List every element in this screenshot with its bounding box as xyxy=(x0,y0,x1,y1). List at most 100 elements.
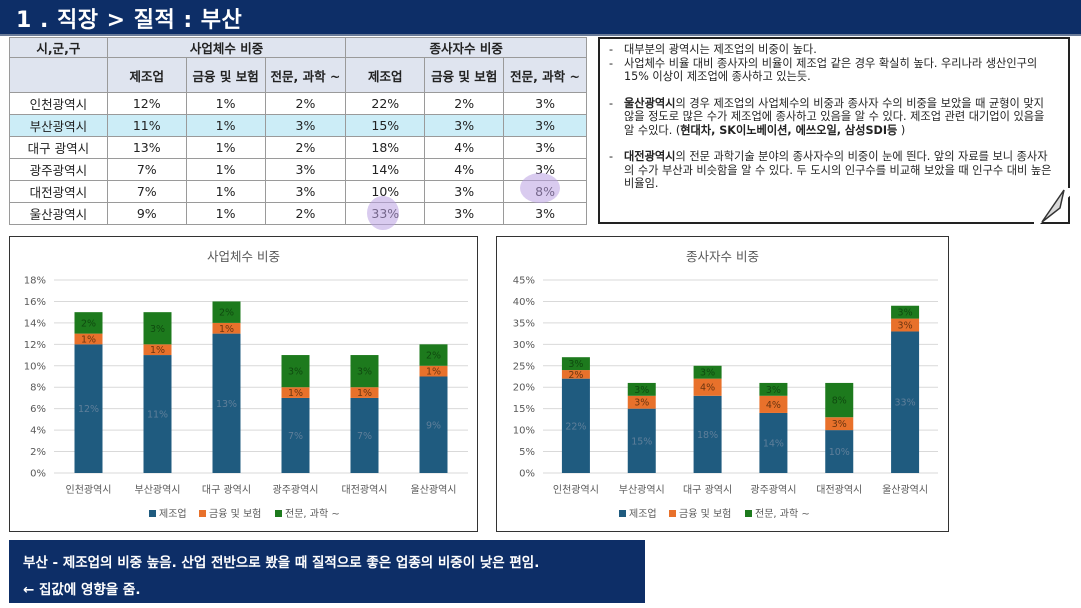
note-bold: 현대차, SK이노베이션, 에쓰오일, 삼성SDI등 xyxy=(680,123,898,137)
data-label: 15% xyxy=(631,436,652,447)
value-cell: 7% xyxy=(106,158,187,181)
data-label: 9% xyxy=(426,420,441,431)
bar-segment xyxy=(74,333,103,345)
y-tick-label: 5% xyxy=(519,447,535,458)
bar-segment xyxy=(759,412,788,473)
data-label: 3% xyxy=(357,367,372,378)
bar-segment xyxy=(693,395,722,473)
value-cell: 3% xyxy=(503,92,587,115)
data-label: 7% xyxy=(288,431,303,442)
notes-box: 대부분의 광역시는 제조업의 비중이 높다. 사업체수 비율 대비 종사자의 비… xyxy=(598,37,1070,224)
note-text: ) xyxy=(897,123,906,137)
value-cell: 15% xyxy=(345,114,426,137)
sub-header: 제조업 xyxy=(345,57,426,93)
x-tick-label: 울산광역시 xyxy=(411,484,457,496)
group-business-header: 사업체수 비중 xyxy=(106,37,347,58)
y-tick-label: 2% xyxy=(30,447,46,458)
data-label: 2% xyxy=(81,318,96,329)
data-label: 4% xyxy=(700,383,715,394)
data-label: 2% xyxy=(426,351,441,362)
bar-segment xyxy=(891,331,920,473)
chart-business-svg: 사업체수 비중 0% 2% 4% 6% 8% 10% 12% 14% 16% 18% 12% 1% 2% 인… xyxy=(24,249,468,520)
legend-swatch xyxy=(619,510,626,517)
bar-segment xyxy=(143,344,172,356)
x-tick-label: 대구 광역시 xyxy=(683,484,732,496)
value-cell: 2% xyxy=(264,136,347,159)
bar-segment xyxy=(627,382,656,396)
sub-header: 제조업 xyxy=(106,57,187,93)
x-tick-label: 대전광역시 xyxy=(816,484,862,496)
table-row: 인천광역시 12% 1% 2% 22% 2% 3% xyxy=(9,92,587,115)
x-tick-label: 울산광역시 xyxy=(882,484,928,496)
value-cell: 3% xyxy=(264,180,347,203)
bar-segment xyxy=(693,365,722,379)
data-label: 18% xyxy=(697,430,718,441)
city-cell: 대구 광역시 xyxy=(9,136,108,159)
y-tick-label: 6% xyxy=(30,404,46,415)
bar-segment xyxy=(561,378,590,473)
y-tick-label: 35% xyxy=(513,318,535,329)
bar-segment xyxy=(627,408,656,473)
value-cell: 4% xyxy=(424,136,505,159)
value-cell: 2% xyxy=(424,92,505,115)
bar-segment xyxy=(419,344,448,366)
chart-business-ratio: 사업체수 비중 0% 2% 4% 6% 8% 10% 12% 14% 16% 18% 12% 1% 2% 인… xyxy=(9,236,478,532)
x-tick-label: 인천광역시 xyxy=(66,484,112,496)
blank-header xyxy=(9,57,108,93)
data-label: 33% xyxy=(895,398,916,409)
x-tick-label: 인천광역시 xyxy=(553,484,599,496)
data-label: 1% xyxy=(81,334,96,345)
data-label: 3% xyxy=(568,359,583,370)
city-cell: 광주광역시 xyxy=(9,158,108,181)
chart-worker-svg: 종사자수 비중 0% 5% 10% 15% 20% 25% 30% 35% 40% 45% 22% 2%… xyxy=(513,249,938,520)
data-label: 3% xyxy=(898,308,913,319)
bar-segment xyxy=(212,333,241,473)
data-label: 1% xyxy=(357,388,372,399)
bar-segment xyxy=(212,322,241,334)
value-cell: 7% xyxy=(106,180,187,203)
bar-segment xyxy=(212,301,241,323)
data-label: 3% xyxy=(634,398,649,409)
city-cell: 부산광역시 xyxy=(9,114,108,137)
bar-segment xyxy=(891,318,920,332)
sub-header: 전문, 과학 ~ xyxy=(264,57,347,93)
bar-segment xyxy=(74,344,103,473)
note-item-ulsan: 울산광역시의 경우 제조업의 사업체수의 비중과 종사자 수의 비중을 보았을 … xyxy=(609,96,1054,138)
x-tick-label: 부산광역시 xyxy=(135,484,181,496)
value-cell: 2% xyxy=(264,92,347,115)
note-text: 의 전문 과학기술 분야의 종사자수의 비중이 눈에 띈다. 앞의 자료를 보니… xyxy=(624,150,1052,190)
y-tick-label: 20% xyxy=(513,383,535,394)
summary-box: 부산 - 제조업의 비중 높음. 산업 전반으로 봤을 때 질적으로 좋은 업종… xyxy=(9,540,645,603)
legend-label: 전문, 과학 ~ xyxy=(755,508,810,520)
highlight-circle-daejeon-science xyxy=(520,173,560,203)
data-label: 4% xyxy=(766,400,781,411)
bar-segment xyxy=(350,355,379,388)
data-label: 3% xyxy=(898,321,913,332)
bar-segment xyxy=(281,397,310,473)
data-label: 13% xyxy=(216,399,237,410)
y-tick-label: 40% xyxy=(513,297,535,308)
data-label: 1% xyxy=(219,324,234,335)
bar-segment xyxy=(759,395,788,413)
y-tick-label: 14% xyxy=(24,318,46,329)
group-worker-header: 종사자수 비중 xyxy=(345,37,587,58)
y-tick-label: 4% xyxy=(30,426,46,437)
bar-segment xyxy=(74,312,103,334)
value-cell: 4% xyxy=(424,158,505,181)
chart-title: 사업체수 비중 xyxy=(207,249,280,264)
bar-segment xyxy=(891,305,920,319)
value-cell: 3% xyxy=(264,158,347,181)
x-tick-label: 광주광역시 xyxy=(750,484,796,496)
value-cell: 3% xyxy=(503,202,587,225)
chart-worker-ratio: 종사자수 비중 0% 5% 10% 15% 20% 25% 30% 35% 40% 45% 22% 2%… xyxy=(496,236,949,532)
bar-segment xyxy=(419,376,448,473)
note-item: 대부분의 광역시는 제조업의 비중이 높다. xyxy=(609,43,1054,57)
legend-swatch xyxy=(669,510,676,517)
table-row: 대구 광역시 13% 1% 2% 18% 4% 3% xyxy=(9,136,587,159)
y-tick-label: 10% xyxy=(24,361,46,372)
note-text: 의 경우 제조업의 사업체수의 비중과 종사자 수의 비중을 보았을 때 균형이… xyxy=(624,96,1045,137)
y-tick-label: 18% xyxy=(24,276,46,287)
y-tick-label: 0% xyxy=(519,469,535,480)
bar-segment xyxy=(143,355,172,473)
